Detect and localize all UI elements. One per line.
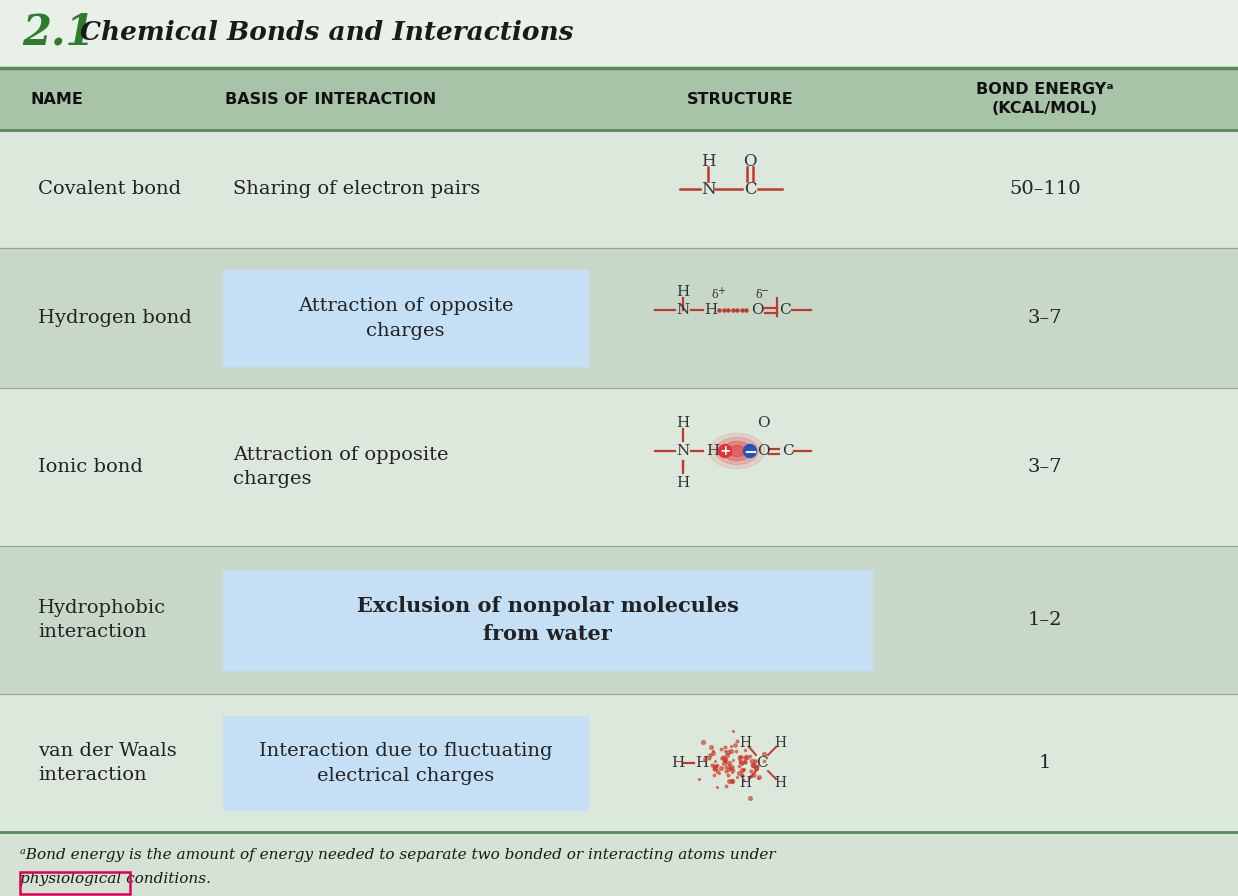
- Text: C: C: [756, 756, 768, 770]
- Text: H: H: [701, 152, 716, 169]
- Bar: [223, 271, 588, 366]
- Text: O: O: [756, 416, 769, 430]
- Bar: [0, 68, 1238, 130]
- Text: H: H: [739, 736, 751, 750]
- Text: H: H: [676, 416, 690, 430]
- Text: 3–7: 3–7: [1028, 458, 1062, 476]
- Bar: [223, 570, 872, 670]
- Text: BOND ENERGYᵃ
(KCAL/MOL): BOND ENERGYᵃ (KCAL/MOL): [977, 82, 1114, 116]
- Text: 50–110: 50–110: [1009, 180, 1081, 198]
- Text: STRUCTURE: STRUCTURE: [687, 91, 794, 107]
- Text: H: H: [676, 476, 690, 490]
- Text: ᵃBond energy is the amount of energy needed to separate two bonded or interactin: ᵃBond energy is the amount of energy nee…: [20, 848, 776, 862]
- Text: 3–7: 3–7: [1028, 309, 1062, 327]
- Text: −: −: [761, 286, 769, 296]
- Text: H: H: [774, 736, 786, 750]
- Ellipse shape: [728, 445, 745, 457]
- Bar: [0, 248, 1238, 388]
- Ellipse shape: [716, 437, 758, 465]
- Text: H: H: [696, 756, 708, 770]
- Text: Interaction due to fluctuating
electrical charges: Interaction due to fluctuating electrica…: [259, 742, 552, 785]
- Text: −: −: [743, 442, 756, 460]
- Text: C: C: [744, 180, 756, 197]
- Text: N: N: [676, 444, 690, 458]
- Text: Ionic bond: Ionic bond: [38, 458, 142, 476]
- Text: +: +: [719, 444, 730, 458]
- Text: O: O: [750, 303, 764, 317]
- Text: H: H: [774, 776, 786, 790]
- Text: H: H: [739, 776, 751, 790]
- Bar: [0, 546, 1238, 694]
- Text: NAME: NAME: [30, 91, 83, 107]
- Text: H: H: [707, 444, 719, 458]
- Text: physiological conditions.: physiological conditions.: [20, 872, 210, 886]
- Ellipse shape: [722, 442, 751, 461]
- Text: C: C: [779, 303, 791, 317]
- Bar: [20, 872, 130, 894]
- Text: BASIS OF INTERACTION: BASIS OF INTERACTION: [225, 91, 436, 107]
- Text: Exclusion of nonpolar molecules
from water: Exclusion of nonpolar molecules from wat…: [357, 596, 738, 644]
- Text: 1: 1: [1039, 754, 1051, 772]
- Text: 2.1: 2.1: [22, 11, 94, 53]
- Ellipse shape: [744, 444, 756, 458]
- Text: O: O: [756, 444, 769, 458]
- Bar: [0, 130, 1238, 248]
- Text: Attraction of opposite
charges: Attraction of opposite charges: [233, 446, 448, 487]
- Bar: [223, 716, 588, 810]
- Text: H: H: [704, 303, 718, 317]
- Text: O: O: [743, 152, 756, 169]
- Bar: [0, 694, 1238, 832]
- Ellipse shape: [718, 444, 732, 458]
- Bar: [0, 0, 1238, 68]
- Text: C: C: [782, 444, 794, 458]
- Text: δ: δ: [712, 290, 718, 300]
- Text: δ: δ: [755, 290, 763, 300]
- Text: H: H: [671, 756, 685, 770]
- Ellipse shape: [709, 434, 765, 469]
- Text: Covalent bond: Covalent bond: [38, 180, 181, 198]
- Text: N: N: [676, 303, 690, 317]
- Bar: [0, 388, 1238, 546]
- Text: van der Waals
interaction: van der Waals interaction: [38, 742, 177, 784]
- Text: Sharing of electron pairs: Sharing of electron pairs: [233, 180, 480, 198]
- Text: Attraction of opposite
charges: Attraction of opposite charges: [298, 297, 514, 340]
- Text: Chemical Bonds and Interactions: Chemical Bonds and Interactions: [80, 20, 573, 45]
- Text: N: N: [701, 180, 716, 197]
- Text: H: H: [676, 285, 690, 299]
- Text: 1–2: 1–2: [1028, 611, 1062, 629]
- Text: Hydrogen bond: Hydrogen bond: [38, 309, 192, 327]
- Text: +: +: [717, 286, 725, 296]
- Text: Hydrophobic
interaction: Hydrophobic interaction: [38, 599, 166, 641]
